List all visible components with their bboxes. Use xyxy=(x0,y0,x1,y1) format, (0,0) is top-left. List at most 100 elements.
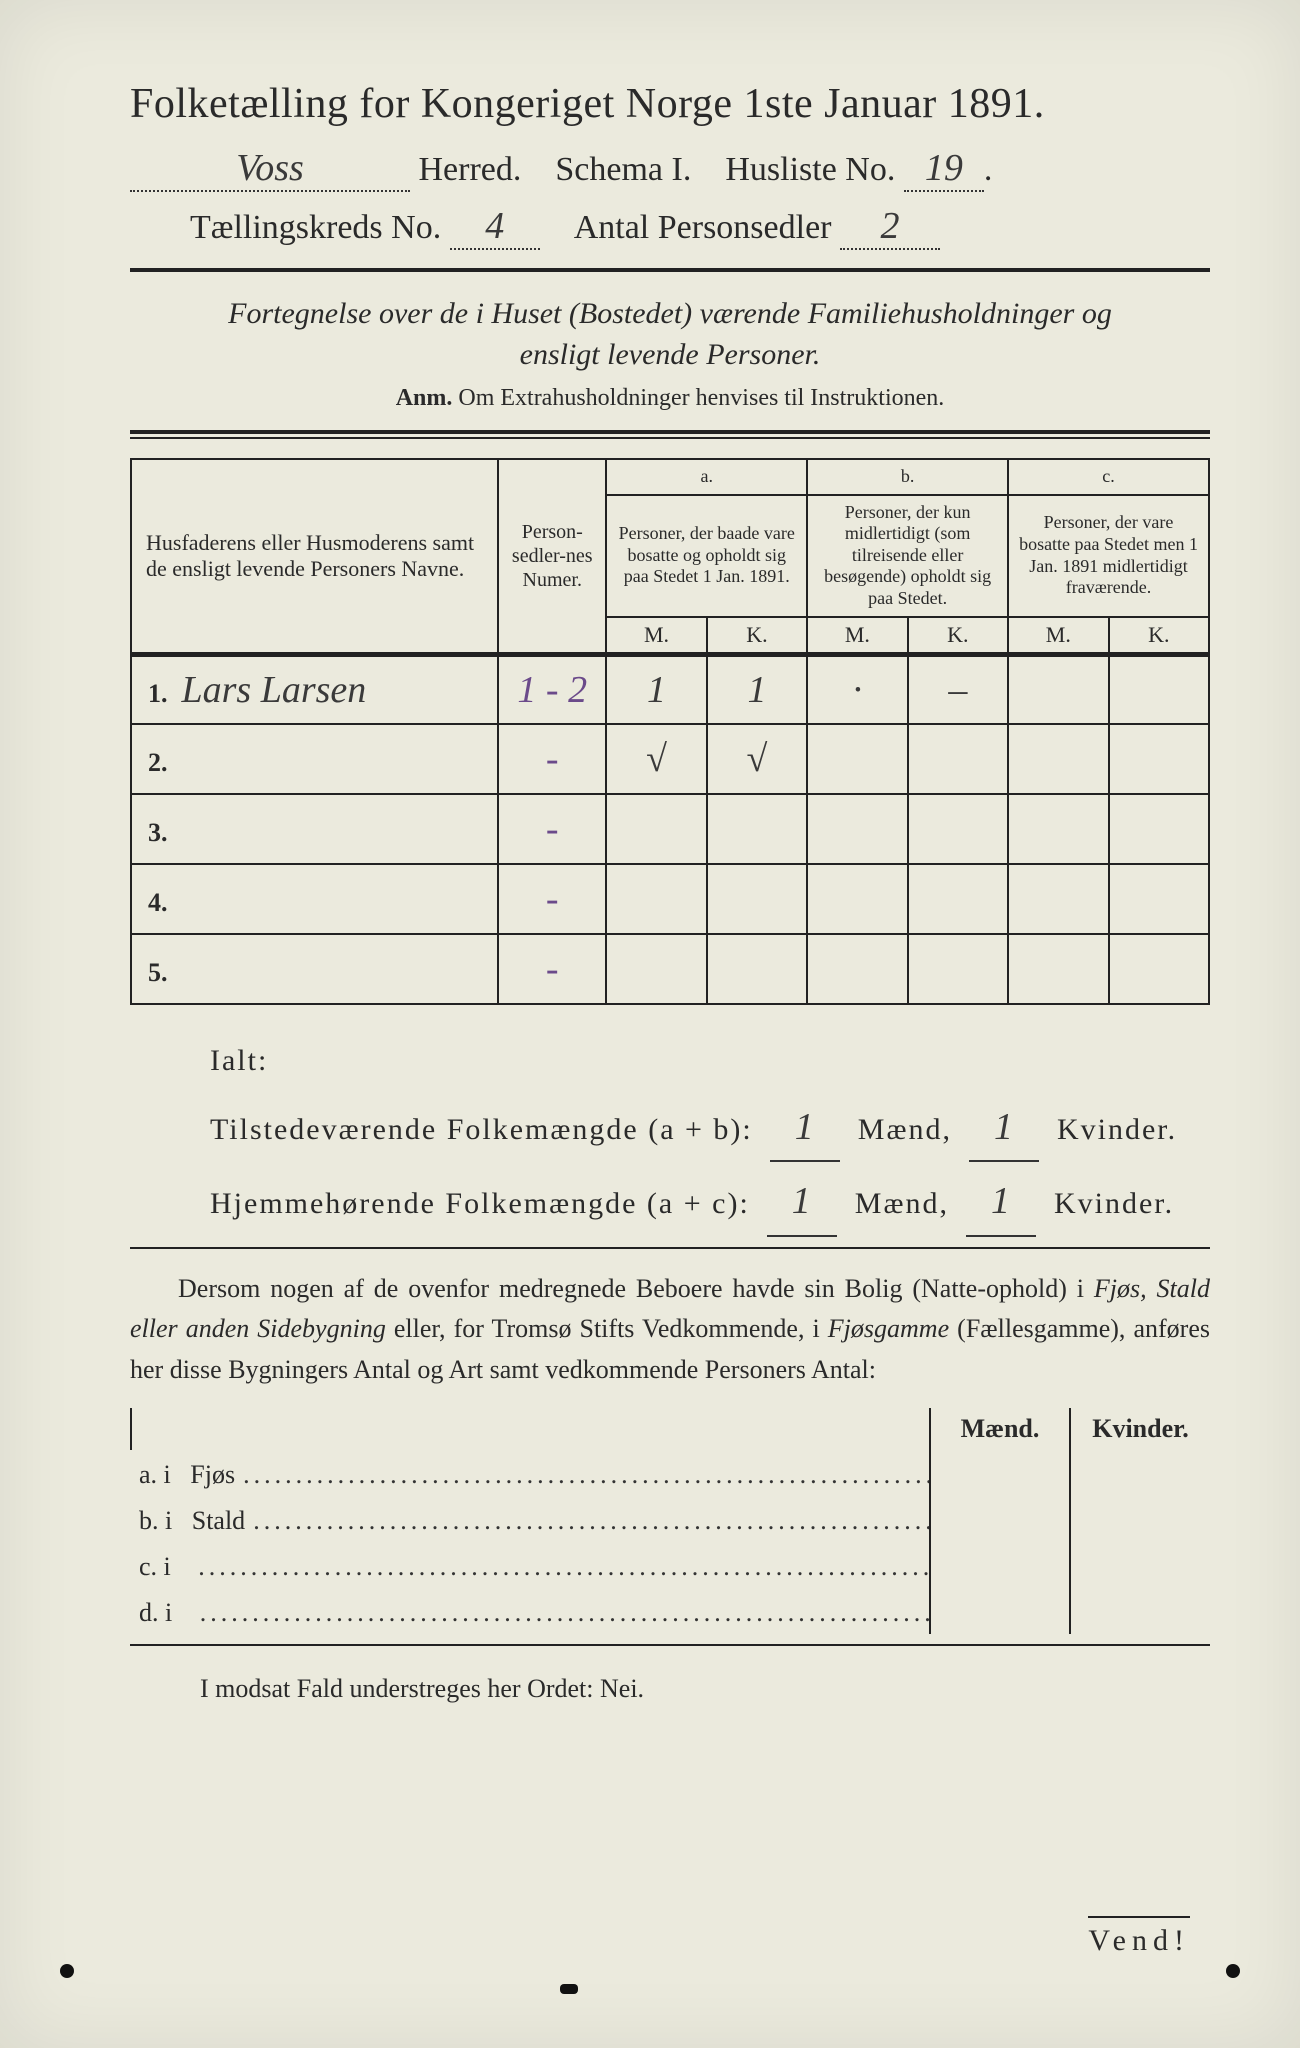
row-name-cell: 5. xyxy=(131,934,498,1004)
bygn-k xyxy=(1070,1450,1210,1496)
bygn-head-k: Kvinder. xyxy=(1070,1408,1210,1450)
row-a-m: √ xyxy=(606,724,706,794)
row-a-k: 1 xyxy=(707,654,807,724)
binding-hole-icon xyxy=(60,1964,74,1978)
row-a-m xyxy=(606,794,706,864)
row-a-k: √ xyxy=(707,724,807,794)
bygn-row: d. i xyxy=(131,1588,1210,1634)
ialt-label: Ialt: xyxy=(210,1035,1210,1088)
col-b-k: K. xyxy=(908,617,1008,655)
bygn-row: b. i Stald xyxy=(131,1496,1210,1542)
page-title: Folketælling for Kongeriget Norge 1ste J… xyxy=(130,80,1210,128)
row-c-k xyxy=(1109,934,1209,1004)
row-b-k xyxy=(908,934,1008,1004)
kreds-label: Tællingskreds No. xyxy=(190,209,441,246)
row-a-m xyxy=(606,934,706,1004)
row-c-k xyxy=(1109,864,1209,934)
row-number: 2. xyxy=(148,748,168,777)
col-c-label: c. xyxy=(1008,459,1209,495)
antal-label: Antal Personsedler xyxy=(574,209,832,246)
row-pnum: - xyxy=(498,934,606,1004)
outbuildings-note: Dersom nogen af de ovenfor medregnede Be… xyxy=(130,1269,1210,1390)
fortegnelse-text: Fortegnelse over de i Huset (Bostedet) v… xyxy=(190,294,1150,375)
row-c-m xyxy=(1008,864,1108,934)
col-c-text: Personer, der vare bosatte paa Stedet me… xyxy=(1008,495,1209,617)
husliste-no: 19 xyxy=(904,146,984,192)
schema-label: Schema I. xyxy=(555,151,691,188)
row-number: 1. xyxy=(148,679,168,708)
col-a-label: a. xyxy=(606,459,807,495)
row-name: Lars Larsen xyxy=(182,669,367,711)
row-b-m xyxy=(807,724,907,794)
bygn-row: c. i xyxy=(131,1542,1210,1588)
row-b-m xyxy=(807,794,907,864)
col-a-k: K. xyxy=(707,617,807,655)
col-c-k: K. xyxy=(1109,617,1209,655)
modsat-line: I modsat Fald understreges her Ordet: Ne… xyxy=(200,1674,1210,1704)
totals-block: Ialt: Tilstedeværende Folkemængde (a + b… xyxy=(210,1035,1210,1237)
binding-hole-icon xyxy=(1226,1964,1240,1978)
rule-double xyxy=(130,430,1210,440)
row-b-k xyxy=(908,724,1008,794)
tilstede-k: 1 xyxy=(969,1094,1039,1163)
row-b-m xyxy=(807,864,907,934)
kvinder-label-1: Kvinder. xyxy=(1057,1113,1177,1146)
bygn-prefix: a. i xyxy=(139,1460,171,1489)
row-c-m xyxy=(1008,724,1108,794)
bygn-label-cell: b. i Stald xyxy=(131,1496,930,1542)
row-pnum: - xyxy=(498,794,606,864)
row-c-k xyxy=(1109,654,1209,724)
kreds-line: Tællingskreds No. 4 Antal Personsedler 2 xyxy=(130,204,1210,250)
row-pnum: - xyxy=(498,864,606,934)
tilstede-label: Tilstedeværende Folkemængde (a + b): xyxy=(210,1113,753,1146)
col-names-head: Husfaderens eller Husmoderens samt de en… xyxy=(131,459,498,654)
maend-label-1: Mænd, xyxy=(858,1113,952,1146)
anm-line: Anm. Om Extrahusholdninger henvises til … xyxy=(130,385,1210,412)
row-number: 5. xyxy=(148,958,168,987)
col-a-text: Personer, der baade vare bosatte og opho… xyxy=(606,495,807,617)
bygn-m xyxy=(930,1588,1070,1634)
bygn-label: Stald xyxy=(192,1506,245,1535)
row-name-cell: 1. Lars Larsen xyxy=(131,654,498,724)
antal-value: 2 xyxy=(840,204,940,250)
vend-label: Vend! xyxy=(1088,1916,1190,1958)
table-row: 2.-√√ xyxy=(131,724,1209,794)
row-name-cell: 3. xyxy=(131,794,498,864)
bygn-k xyxy=(1070,1542,1210,1588)
row-c-m xyxy=(1008,654,1108,724)
binding-hole-icon xyxy=(560,1984,578,1994)
note-em2: Fjøsgamme xyxy=(828,1314,949,1343)
row-b-k xyxy=(908,794,1008,864)
row-c-k xyxy=(1109,724,1209,794)
table-row: 5. - xyxy=(131,934,1209,1004)
bygn-prefix: b. i xyxy=(139,1506,172,1535)
row-c-k xyxy=(1109,794,1209,864)
herred-label: Herred. xyxy=(419,151,522,188)
note-t2: eller, for Tromsø Stifts Vedkommende, i xyxy=(386,1314,828,1343)
maend-label-2: Mænd, xyxy=(855,1187,949,1220)
col-b-m: M. xyxy=(807,617,907,655)
col-pnum-head: Person-sedler-nes Numer. xyxy=(498,459,606,654)
table-row: 3. - xyxy=(131,794,1209,864)
table-row: 1.Lars Larsen1 - 211·– xyxy=(131,654,1209,724)
bygn-m xyxy=(930,1496,1070,1542)
hjemme-line: Hjemmehørende Folkemængde (a + c): 1 Mæn… xyxy=(210,1168,1210,1237)
row-b-m xyxy=(807,934,907,1004)
col-a-m: M. xyxy=(606,617,706,655)
row-a-k xyxy=(707,794,807,864)
husliste-label: Husliste No. xyxy=(725,151,895,188)
anm-text: Om Extrahusholdninger henvises til Instr… xyxy=(458,385,944,411)
row-number: 3. xyxy=(148,818,168,847)
bygn-m xyxy=(930,1542,1070,1588)
row-name-cell: 2. xyxy=(131,724,498,794)
row-c-m xyxy=(1008,794,1108,864)
row-b-m: · xyxy=(807,654,907,724)
outbuildings-table: Mænd. Kvinder. a. i Fjøsb. i Staldc. i d… xyxy=(130,1408,1210,1634)
bygn-label: Fjøs xyxy=(190,1460,235,1489)
bygn-head-m: Mænd. xyxy=(930,1408,1070,1450)
row-pnum: 1 - 2 xyxy=(498,654,606,724)
table-row: 4.- xyxy=(131,864,1209,934)
bygn-label-cell: c. i xyxy=(131,1542,930,1588)
row-a-m: 1 xyxy=(606,654,706,724)
tilstede-m: 1 xyxy=(770,1094,840,1163)
